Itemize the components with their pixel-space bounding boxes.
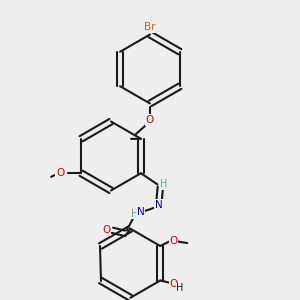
- Text: O: O: [169, 279, 178, 290]
- Text: N: N: [137, 207, 145, 217]
- Text: O: O: [102, 225, 110, 235]
- Text: H: H: [176, 283, 183, 293]
- Text: N: N: [155, 200, 163, 210]
- Text: O: O: [56, 168, 64, 178]
- Text: Br: Br: [144, 22, 156, 32]
- Text: O: O: [146, 115, 154, 125]
- Text: H: H: [131, 209, 139, 219]
- Text: H: H: [160, 179, 167, 189]
- Text: O: O: [169, 236, 178, 246]
